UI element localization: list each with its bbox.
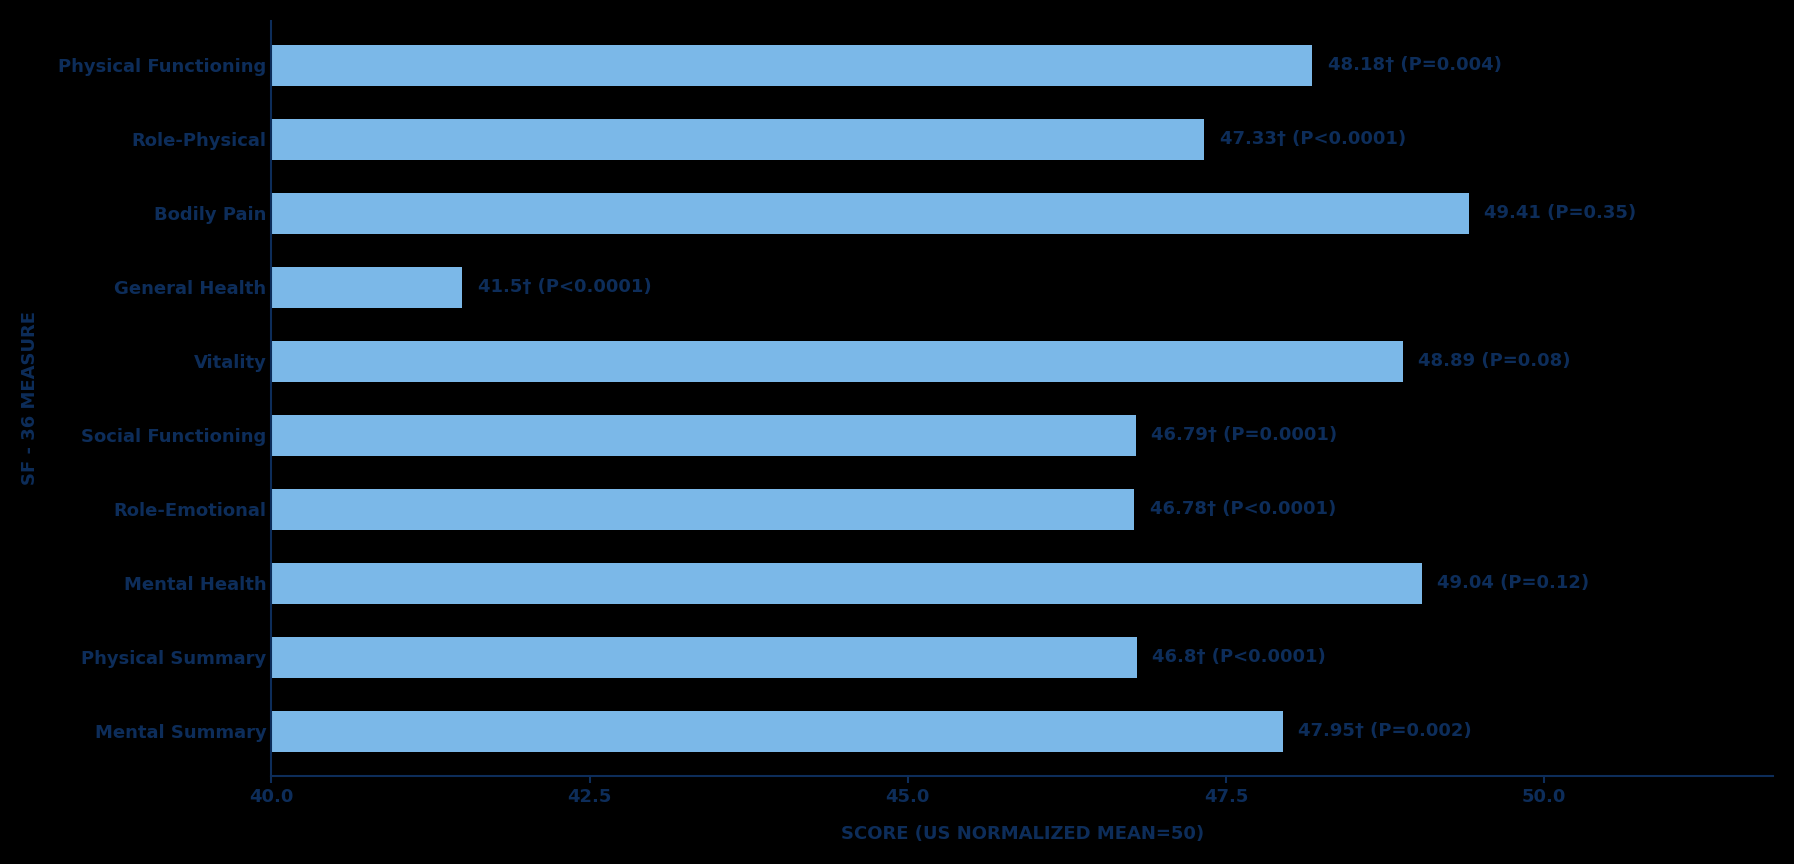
Text: 47.95† (P=0.002): 47.95† (P=0.002) — [1299, 722, 1473, 740]
Text: 46.8† (P<0.0001): 46.8† (P<0.0001) — [1152, 649, 1326, 666]
Bar — [271, 341, 1403, 382]
Text: 48.89 (P=0.08): 48.89 (P=0.08) — [1417, 353, 1570, 371]
Text: 49.41 (P=0.35): 49.41 (P=0.35) — [1484, 204, 1636, 222]
Text: 49.04 (P=0.12): 49.04 (P=0.12) — [1437, 575, 1589, 593]
Bar — [271, 489, 1134, 530]
Text: 48.18† (P=0.004): 48.18† (P=0.004) — [1328, 56, 1502, 74]
Text: 47.33† (P<0.0001): 47.33† (P<0.0001) — [1220, 130, 1406, 149]
Bar — [271, 415, 1136, 455]
Text: 46.79† (P=0.0001): 46.79† (P=0.0001) — [1150, 427, 1337, 444]
Bar — [271, 563, 1423, 604]
Bar — [271, 193, 1469, 233]
Text: 46.78† (P<0.0001): 46.78† (P<0.0001) — [1150, 500, 1337, 518]
Bar — [271, 45, 1313, 86]
X-axis label: SCORE (US NORMALIZED MEAN=50): SCORE (US NORMALIZED MEAN=50) — [841, 825, 1204, 843]
Bar — [271, 637, 1137, 678]
Bar — [271, 119, 1204, 160]
Y-axis label: SF - 36 MEASURE: SF - 36 MEASURE — [22, 311, 39, 486]
Bar — [271, 711, 1283, 752]
Bar — [271, 267, 463, 308]
Text: 41.5† (P<0.0001): 41.5† (P<0.0001) — [477, 278, 651, 296]
